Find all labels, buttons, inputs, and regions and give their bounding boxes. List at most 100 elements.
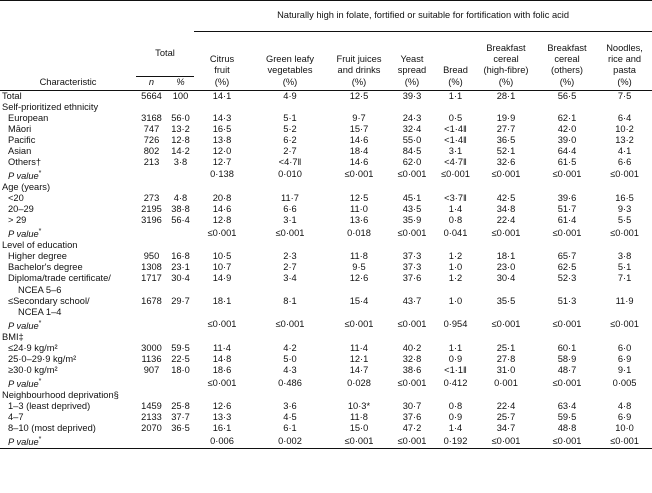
- table-cell: ≤0·001: [552, 377, 582, 388]
- table-cell: 1678: [141, 295, 162, 306]
- row-label: NCEA 1–4: [18, 306, 62, 317]
- table-cell: 37·3: [402, 251, 422, 262]
- section-label: Age (years): [2, 182, 51, 193]
- row-label: P value*: [8, 378, 42, 390]
- table-cell: 1·1: [448, 90, 463, 101]
- row-label: 1–3 (least deprived): [8, 401, 91, 412]
- table-cell: 10·7: [212, 262, 232, 273]
- table-cell: 9·7: [352, 112, 366, 123]
- table-cell: 5·0: [283, 353, 297, 364]
- table-cell: <1·1‖: [444, 364, 467, 375]
- row-label: Bachelor's degree: [8, 262, 83, 273]
- table-cell: 15·7: [349, 123, 369, 134]
- table-cell: 38·6: [402, 364, 422, 375]
- table-cell: 6·6: [283, 204, 297, 215]
- table-cell: 13·2: [171, 123, 190, 134]
- table-cell: 19·9: [496, 112, 516, 123]
- table-cell: 1·2: [448, 273, 463, 284]
- table-body: Total 5664 100 14·1 4·9 12·5 39·3 1·1 28·1 56·5 7·…: [0, 90, 652, 450]
- table-cell: 1·2: [448, 251, 463, 262]
- table-cell: ≤0·001: [397, 169, 427, 180]
- sub-header-cell: (%): [475, 76, 537, 91]
- table-cell: 5·1: [617, 262, 632, 273]
- table-cell: 11·7: [281, 193, 299, 204]
- table-cell: 6·0: [617, 342, 632, 353]
- table-cell: 18·1: [212, 295, 232, 306]
- table-cell: 22·4: [496, 215, 516, 226]
- table-cell: 40·2: [402, 342, 422, 353]
- table-cell: ≤0·001: [388, 434, 436, 450]
- table-cell: 59·5: [171, 342, 190, 353]
- table-cell: 45·1: [402, 193, 422, 204]
- table-cell: 12·0: [212, 145, 232, 156]
- table-cell: 6·2: [283, 134, 297, 145]
- table-cell: 13·6: [349, 215, 369, 226]
- table-cell: [136, 318, 167, 332]
- table-cell: 39·0: [557, 134, 577, 145]
- table-cell: 6·1: [283, 423, 297, 434]
- table-cell: 11·4: [350, 342, 368, 353]
- table-cell: 12·6: [212, 401, 232, 412]
- table-row: 1–3 (least deprived) 1459 25·8 12·6 3·6 10·3*…: [0, 401, 652, 412]
- sub-header-cell: (%): [330, 76, 388, 91]
- table-row: 25·0–29·9 kg/m² 1136 22·5 14·8 5·0 12·1 32·8 0·…: [0, 354, 652, 365]
- row-label: ≤24·9 kg/m²: [8, 342, 58, 353]
- row-label: ≥30·0 kg/m²: [8, 364, 58, 375]
- table-cell: 16·5: [212, 123, 232, 134]
- column-header: Bread: [443, 64, 468, 75]
- table-cell: 7·5: [617, 90, 632, 101]
- table-cell: 1136: [141, 353, 162, 364]
- table-cell: 14·9: [212, 273, 232, 284]
- table-cell: 20·8: [212, 193, 232, 204]
- table-cell: 37·3: [402, 262, 422, 273]
- table-cell: 3·8: [173, 156, 188, 167]
- row-label: P value*: [8, 169, 42, 181]
- table-cell: 30·4: [171, 273, 190, 284]
- table-cell: ≤0·001: [397, 319, 427, 330]
- table-cell: ≤0·001: [491, 169, 521, 180]
- table-cell: <1·4‖: [444, 123, 467, 134]
- table-cell: 0·9: [448, 412, 463, 423]
- column-header: Breakfast cereal (others): [547, 42, 587, 75]
- p-value-row: P value* ≤0·001 ≤0·001 0·018 ≤0·001 0·041 ≤0·0…: [0, 226, 652, 240]
- table-cell: 30·7: [402, 401, 422, 412]
- table-cell: 2·7: [283, 145, 297, 156]
- blank-cell: [136, 285, 652, 296]
- table-cell: ≤0·001: [491, 319, 521, 330]
- column-header: Fruit juices and drinks: [336, 53, 382, 75]
- table-cell: 13·8: [212, 134, 232, 145]
- table-row: 4–7 2133 37·7 13·3 4·5 11·8 37·6 0·9 25·7 59·5 6·9: [0, 412, 652, 423]
- table-cell: 14·6: [349, 156, 369, 167]
- row-label: 25·0–29·9 kg/m²: [8, 353, 77, 364]
- table-cell: 4·9: [283, 90, 297, 101]
- table-cell: 18·6: [212, 364, 232, 375]
- table-cell: 100: [172, 90, 189, 101]
- table-cell: ≤0·001: [552, 169, 582, 180]
- section-row: Self-prioritized ethnicity: [0, 102, 652, 113]
- table-cell: 0·138: [210, 169, 234, 180]
- sub-header-cell: (%): [537, 76, 597, 91]
- table-cell: [167, 434, 194, 450]
- column-header: Breakfast cereal (high-fibre): [483, 42, 529, 75]
- table-cell: 12·5: [349, 193, 369, 204]
- section-row: BMI‡: [0, 332, 652, 343]
- table-cell: 52·3: [557, 273, 577, 284]
- table-cell: 10·3*: [347, 401, 371, 412]
- sub-header-row: Characteristic n% (%) (%) (%) (%) (%) (%) (%) (%): [0, 76, 652, 91]
- table-cell: ≤0·001: [207, 319, 237, 330]
- table-cell: 15·0: [349, 423, 369, 434]
- table-cell: 0·001: [494, 377, 518, 388]
- table-cell: 56·5: [557, 90, 577, 101]
- table-cell: 23·1: [171, 262, 190, 273]
- table-row: Māori 747 13·2 16·5 5·2 15·7 32·4 <1·4‖ 27·7 42·0…: [0, 124, 652, 135]
- sub-header-cell: (%): [597, 76, 652, 91]
- table-cell: 5·5: [617, 215, 632, 226]
- table-row: 8–10 (most deprived) 2070 36·5 16·1 6·1 15·0 4…: [0, 423, 652, 434]
- row-label: ≤Secondary school/: [8, 295, 90, 306]
- table-cell: 32·8: [402, 353, 422, 364]
- table-cell: [167, 318, 194, 332]
- table-cell: 5664: [141, 90, 162, 101]
- table-cell: 63·4: [557, 401, 577, 412]
- table-cell: 52·1: [496, 145, 516, 156]
- table-cell: 2·3: [283, 251, 297, 262]
